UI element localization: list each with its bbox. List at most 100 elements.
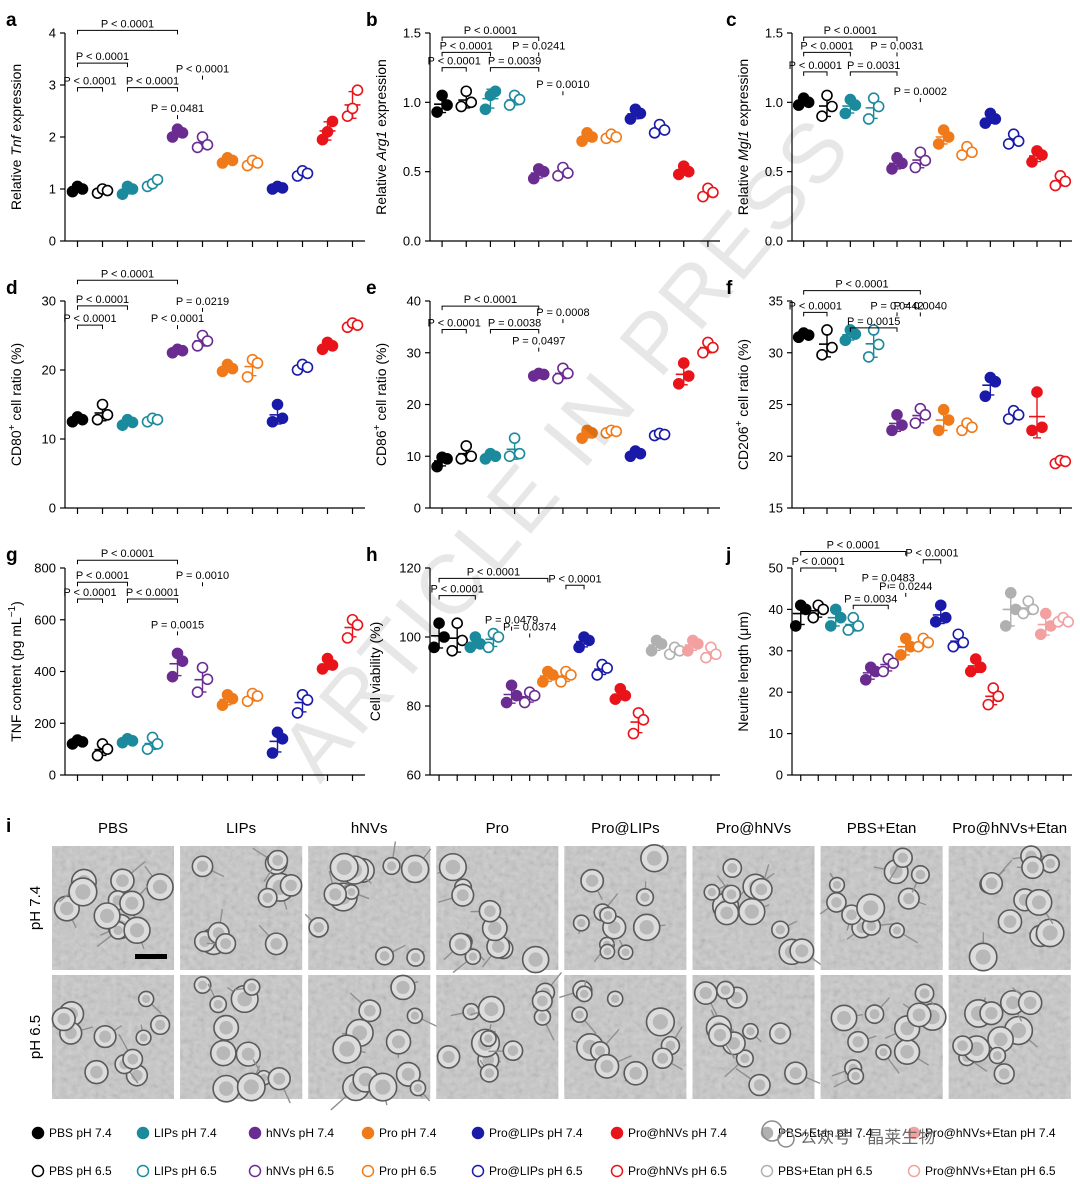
data-point: [201, 139, 214, 151]
data-point: [852, 620, 865, 632]
data-point: [1004, 587, 1017, 599]
significance-bracket: [127, 87, 178, 92]
data-point: [1062, 616, 1075, 628]
cell-nucleus: [746, 1027, 755, 1036]
y-axis-label-part: cell ratio (%): [8, 343, 24, 425]
cell-nucleus: [396, 980, 410, 994]
y-axis-label-part: expression: [8, 64, 24, 136]
y-axis-label-part: Neurite length (μm): [735, 611, 751, 731]
data-point: [682, 165, 695, 178]
cell-nucleus: [445, 859, 461, 875]
cell-nucleus: [220, 938, 232, 950]
cell-nucleus: [603, 910, 613, 920]
legend-marker: [760, 1164, 774, 1178]
data-point: [912, 640, 925, 653]
cell-nucleus: [386, 861, 397, 871]
cell-nucleus: [391, 1035, 406, 1049]
data-point: [126, 416, 139, 429]
chart-c: c 0.0 0.5 1.0 1.5 Relative Mgl1 expression P <…: [726, 10, 1072, 249]
y-tick-label: 4: [49, 26, 56, 41]
cell-nucleus: [116, 874, 129, 888]
data-point: [627, 727, 640, 740]
y-axis-label-part: Cell viability (%): [367, 622, 383, 722]
cell-nucleus: [129, 923, 145, 938]
data-point: [176, 344, 189, 357]
p-value-label: P = 0.0481: [151, 103, 204, 115]
micrograph-image: [180, 975, 303, 1104]
data-point: [999, 620, 1012, 632]
data-point: [326, 659, 339, 671]
y-tick-label: 0: [49, 768, 56, 783]
significance-bracket: [441, 305, 540, 311]
cell-nucleus: [985, 877, 998, 890]
y-tick-label: 30: [407, 345, 421, 360]
data-point: [76, 183, 89, 195]
y-axis-label: TNF content (pg mL−1): [7, 601, 24, 742]
cell-nucleus: [846, 909, 857, 921]
data-point: [974, 661, 987, 674]
data-point: [101, 743, 114, 755]
cell-nucleus: [273, 1072, 286, 1085]
cell-nucleus: [218, 1081, 234, 1096]
data-point: [1002, 138, 1015, 150]
y-tick-label: 20: [42, 363, 56, 378]
cell-nucleus: [992, 1051, 1002, 1060]
data-point: [151, 413, 164, 426]
data-point: [1027, 603, 1040, 616]
cell-nucleus: [998, 1068, 1010, 1080]
significance-bracket: [77, 598, 103, 604]
cell-nucleus: [507, 1045, 519, 1056]
data-point: [586, 131, 598, 143]
data-point: [824, 620, 837, 632]
micrograph-image: [51, 975, 174, 1099]
data-point: [176, 655, 189, 667]
legend-label: Pro@LIPs pH 7.4: [489, 1126, 583, 1140]
legend-marker: [471, 1164, 485, 1178]
p-value-label: P < 0.0001: [824, 25, 877, 37]
cell-nucleus: [903, 893, 915, 905]
chart-f: f 15 20 25 30 35 CD206+ cell ratio (%) P < 0.00…: [726, 278, 1072, 516]
data-point: [872, 100, 885, 113]
data-point: [537, 368, 550, 381]
data-point: [428, 641, 440, 654]
significance-bracket: [489, 67, 540, 72]
y-tick-label: 600: [34, 612, 56, 627]
cell-nucleus: [484, 1034, 493, 1043]
chart-d: d 0 10 20 30 CD80+ cell ratio (%) P < 0.0001 P …: [6, 268, 365, 516]
micrograph-image: [52, 846, 174, 970]
data-point: [201, 673, 214, 686]
data-point: [276, 412, 289, 425]
significance-bracket: [77, 62, 128, 68]
data-point: [1034, 628, 1047, 641]
data-point: [989, 375, 1002, 388]
data-point: [301, 694, 314, 706]
panel-letter-g: g: [6, 545, 18, 566]
p-value-label: P = 0.0002: [894, 86, 947, 98]
data-point: [583, 634, 595, 647]
significance-bracket: [922, 559, 942, 564]
cell-nucleus: [726, 889, 737, 900]
wechat-account-text: 公众号 · 晶莱生物: [800, 1128, 935, 1148]
chart-g: g 0 200 400 600 800 TNF content (pg mL−1) P < 0…: [6, 545, 365, 783]
data-point: [513, 93, 526, 106]
y-tick-label: 30: [42, 294, 56, 309]
p-value-label: P < 0.0001: [467, 566, 520, 578]
y-tick-label: 10: [42, 432, 56, 447]
legend-label: Pro@hNVs pH 6.5: [628, 1164, 727, 1178]
data-point: [886, 424, 898, 437]
data-point: [455, 100, 468, 113]
data-point: [126, 183, 139, 195]
p-value-label: P < 0.0001: [101, 18, 154, 30]
data-point: [126, 735, 139, 747]
data-point: [1059, 455, 1072, 468]
micrograph-column-title: LIPs: [226, 820, 256, 837]
data-point: [1026, 156, 1038, 168]
wechat-icon: [761, 1120, 783, 1142]
y-tick-label: 0: [49, 501, 56, 516]
y-axis-label-part: TNF content (pg mL: [8, 617, 24, 742]
cell-nucleus: [580, 989, 589, 999]
data-point: [966, 146, 978, 159]
data-point: [942, 131, 955, 143]
data-point: [601, 662, 613, 674]
cell-nucleus: [216, 1046, 231, 1061]
